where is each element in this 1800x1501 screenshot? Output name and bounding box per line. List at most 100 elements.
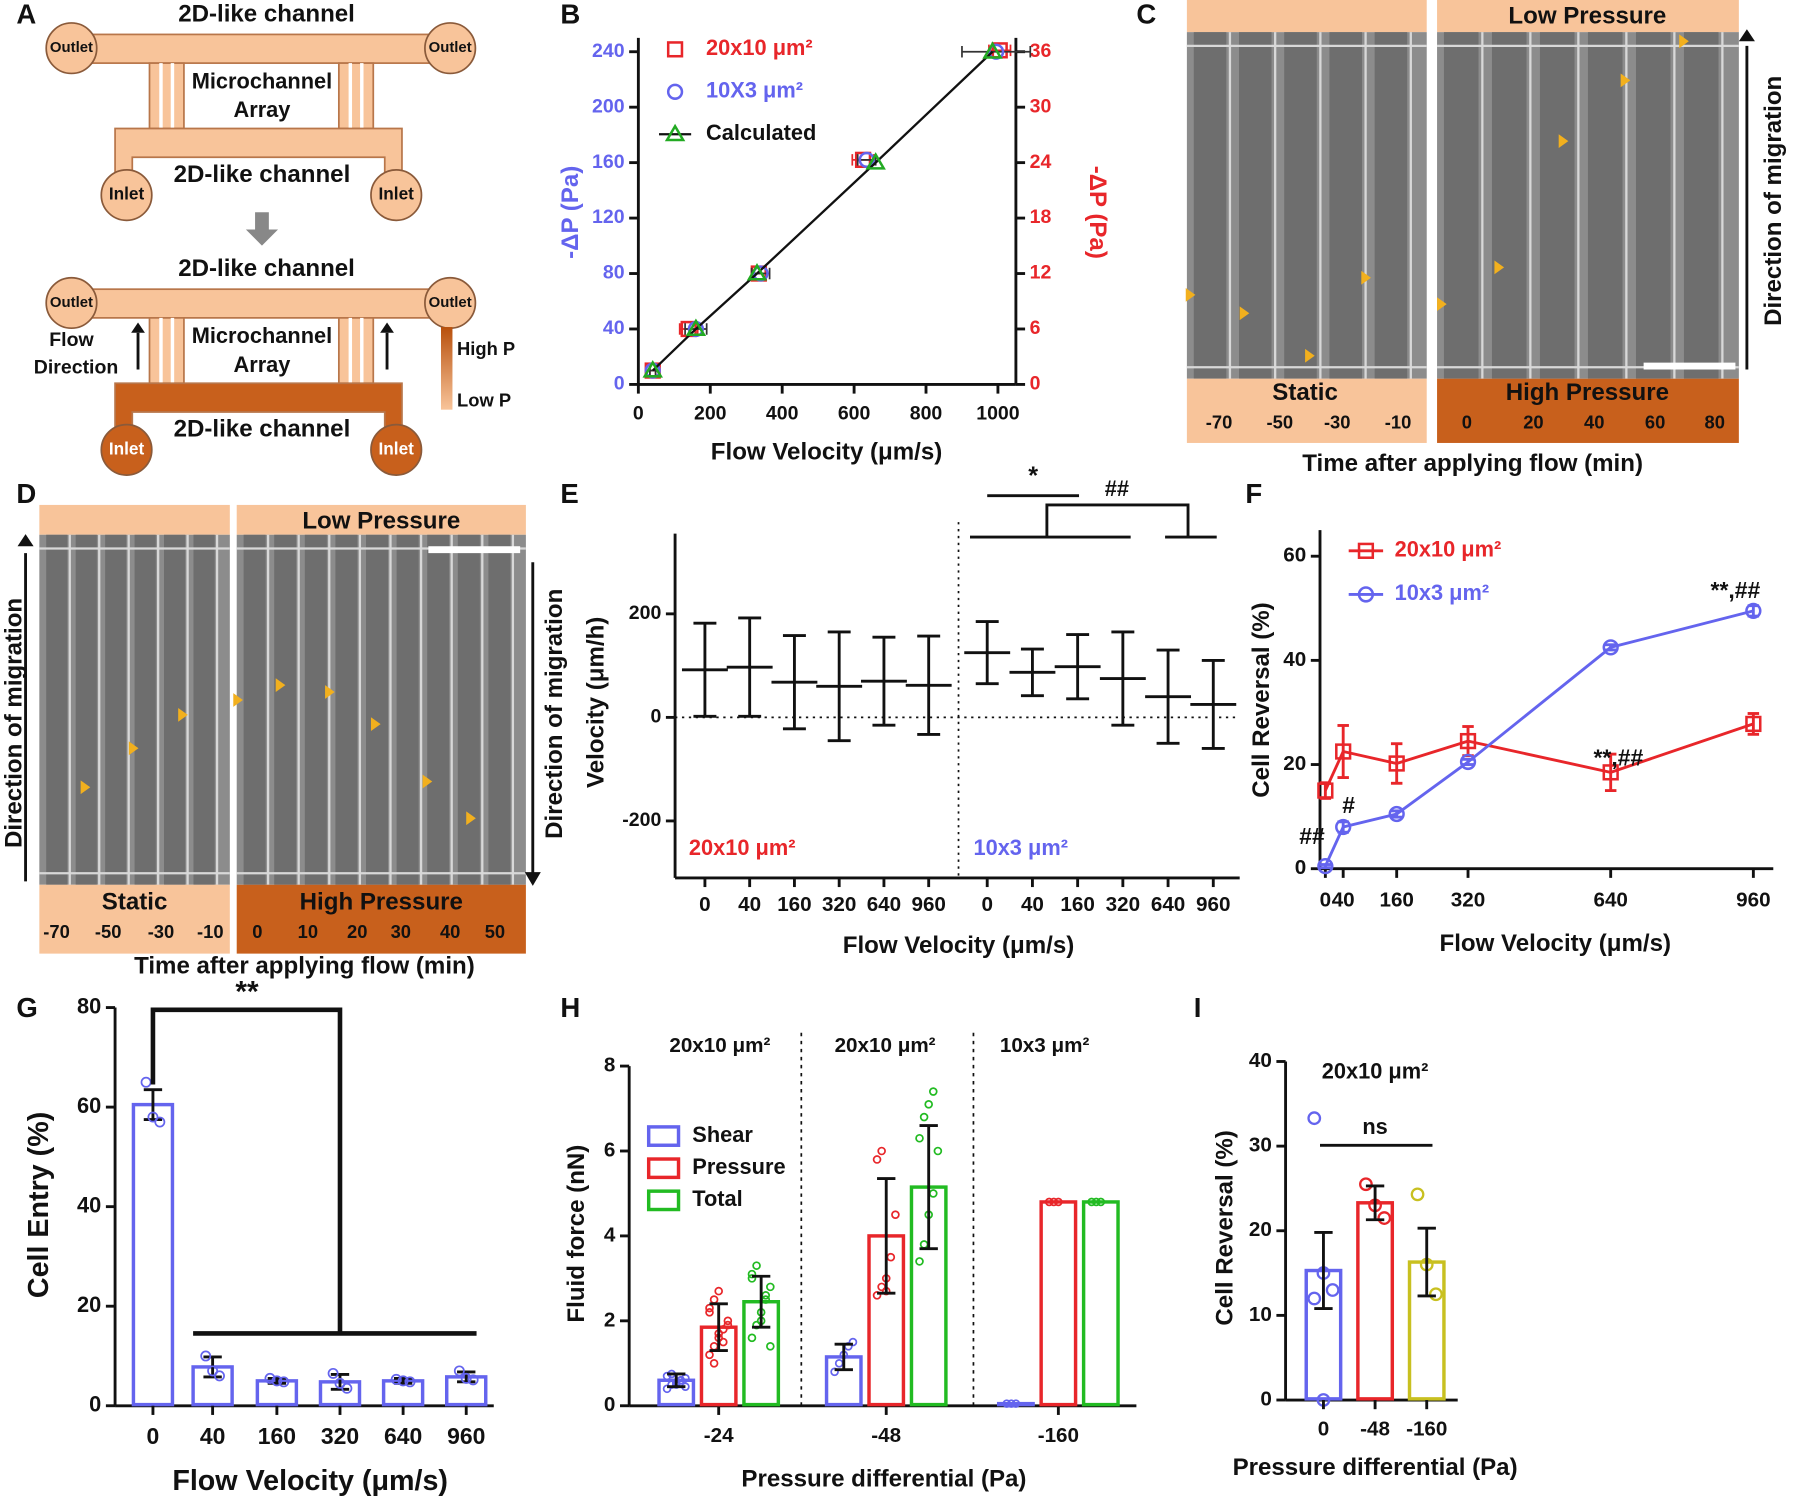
bar bbox=[444, 1375, 488, 1407]
legend-label: Pressure bbox=[692, 1154, 785, 1179]
x-tick-label: 40 bbox=[200, 1423, 226, 1449]
data-point bbox=[397, 1375, 409, 1387]
legend-swatch bbox=[646, 1189, 681, 1212]
data-point bbox=[271, 1375, 283, 1387]
x-tick-label: 0 bbox=[147, 1423, 160, 1449]
bar bbox=[131, 1102, 175, 1407]
bar bbox=[1356, 1201, 1395, 1401]
data-point bbox=[928, 1087, 938, 1096]
x-tick-label: 640 bbox=[867, 893, 901, 916]
arrowhead bbox=[370, 717, 381, 731]
channel-stripe bbox=[105, 534, 127, 885]
label: ## bbox=[1299, 823, 1325, 849]
y-tick-label: 200 bbox=[629, 602, 662, 624]
data-point bbox=[714, 1286, 723, 1296]
panel-letter: G bbox=[16, 992, 37, 1023]
data-point bbox=[709, 1358, 719, 1368]
x-tick-label: 960 bbox=[1736, 888, 1770, 911]
x-tick-label: 960 bbox=[447, 1423, 485, 1449]
marker bbox=[1745, 602, 1762, 620]
outlet bbox=[424, 22, 477, 75]
arrowhead bbox=[1620, 73, 1631, 88]
y-tick-label: 30 bbox=[1249, 1134, 1272, 1157]
label: Static bbox=[102, 888, 168, 915]
x-tick-label: 0 bbox=[633, 402, 644, 424]
data-point bbox=[709, 1295, 719, 1304]
y-tick-label: 0 bbox=[614, 373, 625, 395]
data-point bbox=[915, 1257, 924, 1266]
label: * bbox=[1028, 462, 1038, 490]
x-tick-label: -48 bbox=[1360, 1417, 1390, 1440]
label: Direction of migration bbox=[541, 589, 568, 839]
y-tick-label: 80 bbox=[77, 993, 101, 1018]
x-tick-label: 320 bbox=[1106, 893, 1140, 916]
y-tick-label: 0 bbox=[1260, 1387, 1271, 1410]
channel-stripe bbox=[1587, 32, 1623, 379]
microchannel bbox=[148, 62, 185, 130]
label: Low Pressure bbox=[1508, 3, 1666, 30]
data-point bbox=[147, 1111, 159, 1123]
data-point bbox=[404, 1376, 416, 1388]
channel-stripe bbox=[164, 534, 186, 885]
data-point bbox=[1007, 1399, 1016, 1408]
y-tick-label: -200 bbox=[622, 809, 661, 831]
data-point bbox=[924, 1099, 933, 1109]
channel-stripe bbox=[366, 534, 389, 885]
x-tick-label: -48 bbox=[871, 1424, 901, 1447]
marker bbox=[1745, 715, 1762, 733]
arrowhead bbox=[466, 811, 476, 826]
marker bbox=[1459, 732, 1477, 750]
x-tick-label: 960 bbox=[911, 893, 945, 916]
scale-bar bbox=[428, 546, 521, 554]
label: 30 bbox=[391, 921, 411, 942]
data-point bbox=[1377, 1211, 1392, 1225]
data-point bbox=[264, 1372, 276, 1384]
data-point bbox=[140, 1076, 152, 1088]
label: -70 bbox=[43, 921, 70, 942]
panel-letter: B bbox=[560, 0, 580, 29]
label: Array bbox=[233, 97, 290, 122]
label: -ΔP (Pa) bbox=[1084, 166, 1111, 259]
y-tick-label: 20 bbox=[1249, 1218, 1272, 1241]
data-point bbox=[467, 1374, 479, 1386]
bar bbox=[1039, 1200, 1078, 1407]
label: Outlet bbox=[429, 295, 472, 311]
y-tick-label: 240 bbox=[592, 40, 625, 62]
marker bbox=[1357, 542, 1375, 559]
label: ## bbox=[1105, 476, 1129, 501]
label: Static bbox=[1272, 379, 1338, 406]
marker bbox=[642, 360, 663, 378]
arrowhead bbox=[1738, 29, 1755, 42]
marker bbox=[1602, 764, 1619, 781]
y-tick-label: 40 bbox=[77, 1192, 101, 1217]
y-tick-label: 18 bbox=[1030, 206, 1052, 228]
channel-stripe bbox=[193, 534, 215, 885]
y-tick-label: 12 bbox=[1030, 262, 1052, 284]
marker bbox=[1388, 755, 1405, 772]
data-point bbox=[933, 1146, 943, 1156]
data-point bbox=[453, 1365, 465, 1377]
channel-stripe bbox=[1683, 32, 1719, 379]
data-point bbox=[334, 1377, 346, 1389]
arrowhead bbox=[524, 872, 541, 886]
panel-letter: A bbox=[16, 0, 36, 29]
arrowhead bbox=[380, 322, 394, 333]
label: # bbox=[1342, 792, 1355, 818]
x-tick-label: 320 bbox=[1451, 888, 1485, 911]
y-tick-label: 0 bbox=[1030, 373, 1041, 395]
label: 40 bbox=[1584, 411, 1604, 432]
x-tick-label: 640 bbox=[384, 1423, 422, 1449]
channel-stripe bbox=[274, 534, 297, 885]
label: Microchannel bbox=[192, 323, 332, 348]
inlet bbox=[370, 168, 423, 222]
microchannel bbox=[337, 62, 375, 130]
legend-label: 10x3 μm² bbox=[1395, 580, 1490, 605]
label: Outlet bbox=[50, 295, 93, 311]
x-tick-label: 0 bbox=[981, 893, 992, 916]
x-tick-label: 800 bbox=[910, 402, 943, 424]
label: Cell Reversal (%) bbox=[1211, 1130, 1238, 1325]
channel-stripe bbox=[46, 534, 68, 885]
label: Pressure differential (Pa) bbox=[1233, 1454, 1518, 1481]
label: Time after applying flow (min) bbox=[134, 953, 475, 980]
label: 80 bbox=[1705, 411, 1725, 432]
